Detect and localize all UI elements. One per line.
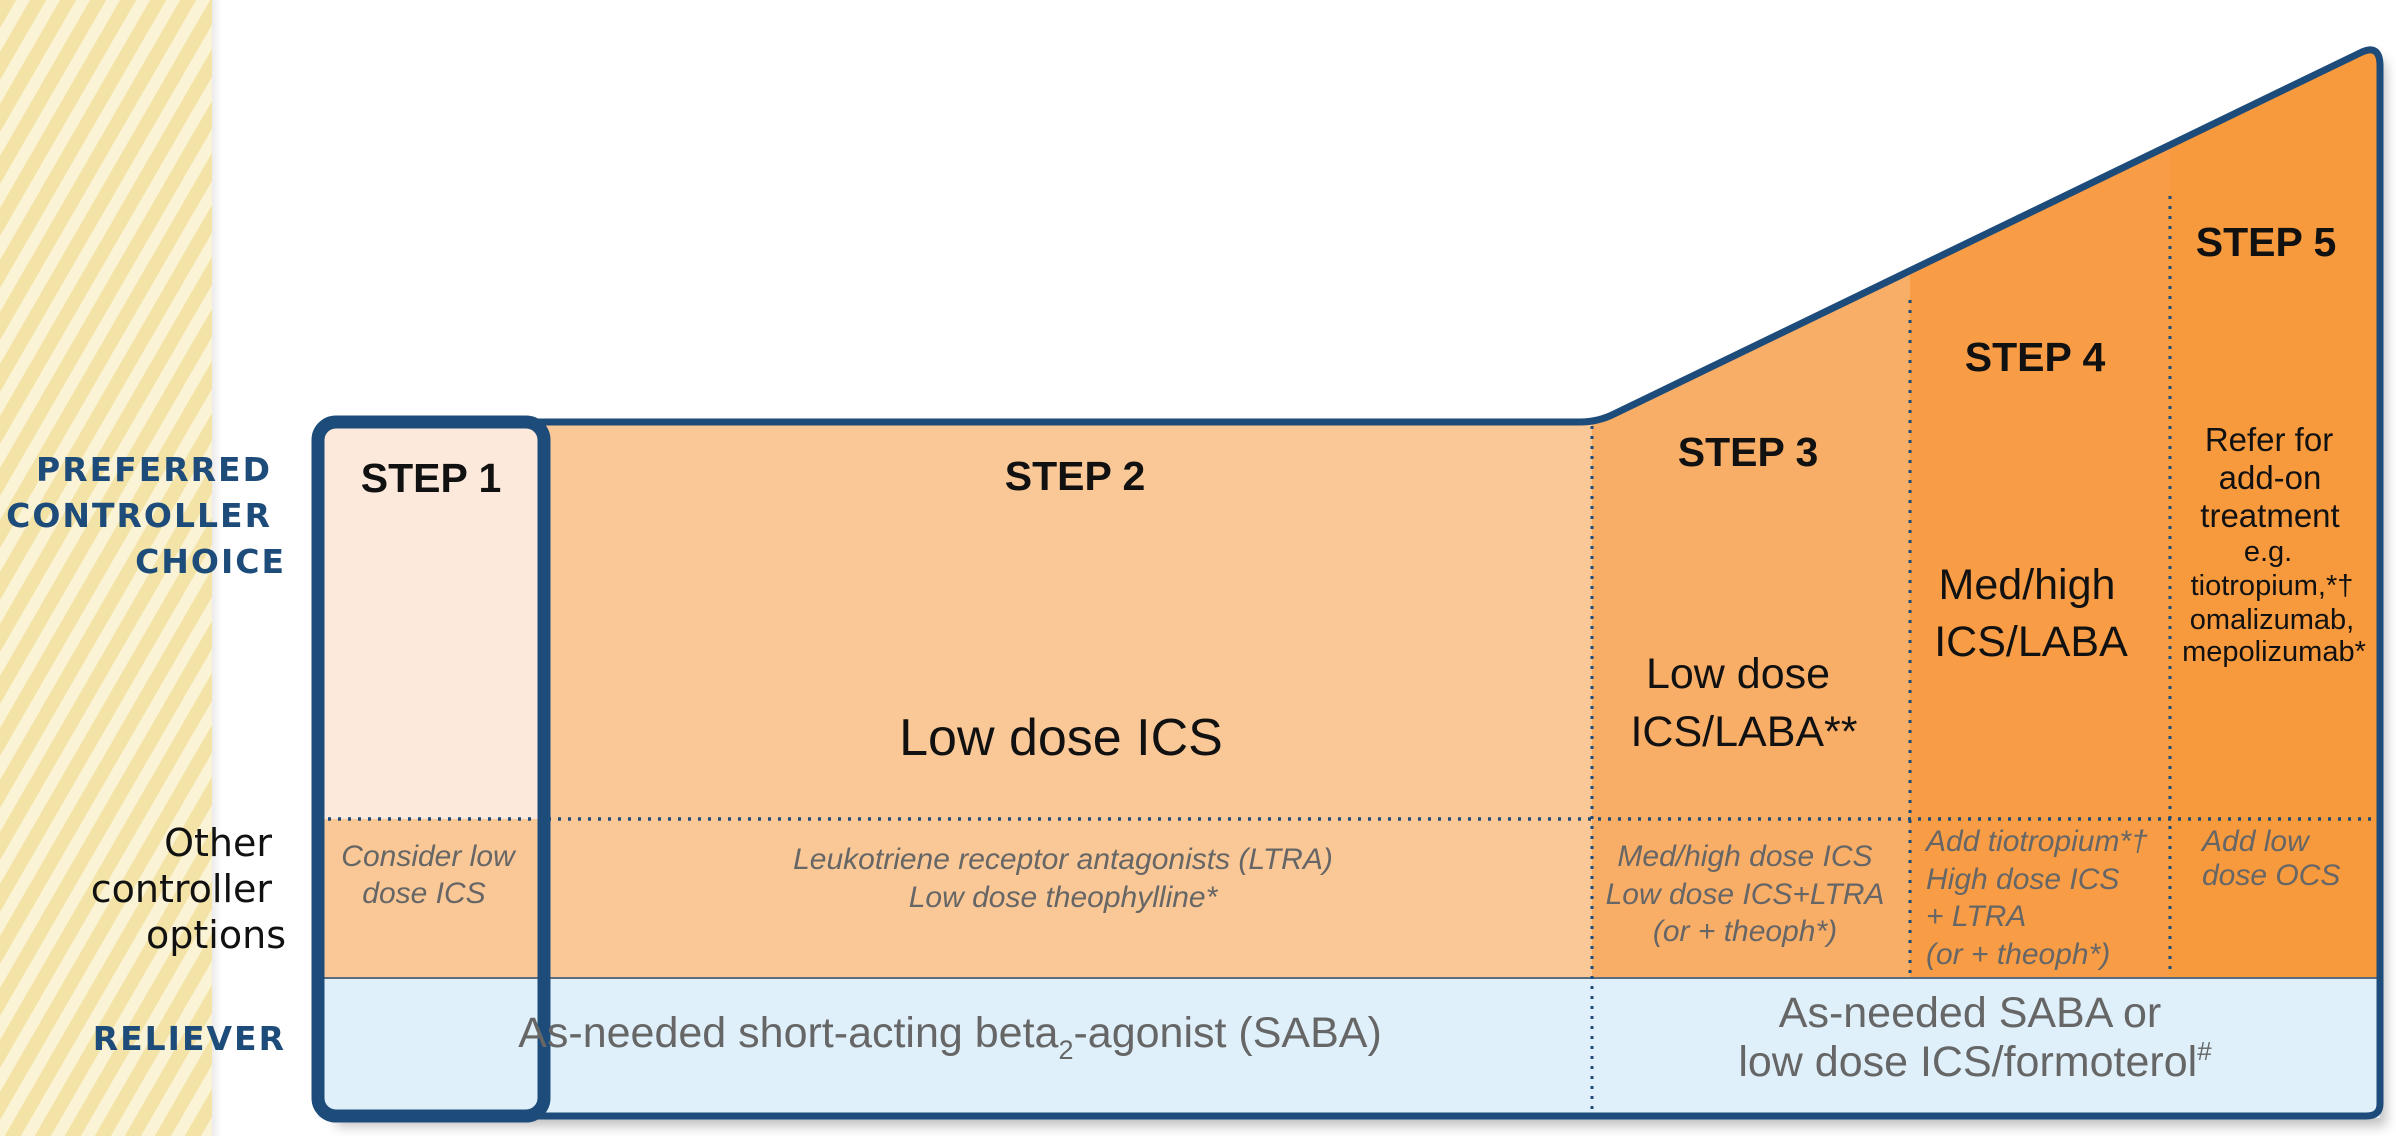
step4-other-line: High dose ICS: [1926, 863, 2119, 896]
reliever-left-bg: [318, 978, 1592, 1118]
step2-other-line: Leukotriene receptor antagonists (LTRA): [793, 843, 1333, 876]
step4-other-line: (or + theoph*): [1926, 938, 2110, 971]
step5-preferred-line: mepolizumab*: [2182, 636, 2366, 668]
reliever-right-line2-text: low dose ICS/formoterol: [1738, 1038, 2197, 1086]
reliever-right-bg: [1592, 978, 2380, 1118]
step1-title: STEP 1: [361, 455, 502, 501]
decorative-stripe-panel: [0, 0, 212, 1136]
step5-other-line: dose OCS: [2202, 859, 2340, 892]
reliever-right-superscript: #: [2197, 1036, 2212, 1066]
step5-preferred-line: omalizumab,: [2190, 604, 2354, 636]
step3-other-line: (or + theoph*): [1653, 915, 1837, 948]
row-label-preferred-line: CONTROLLER: [6, 496, 272, 535]
row-label-preferred-line: PREFERRED: [36, 450, 272, 489]
row-label-reliever-text: RELIEVER: [92, 1019, 286, 1058]
row-label-other-line: controller: [90, 867, 272, 911]
step2-title: STEP 2: [1005, 453, 1146, 499]
step4-other-line: + LTRA: [1926, 900, 2026, 933]
step1-preferred-cell: [318, 425, 544, 819]
step2-preferred-text: Low dose ICS: [899, 709, 1223, 767]
row-label-preferred: PREFERRED CONTROLLER CHOICE: [6, 447, 286, 585]
reliever-left-text: As-needed short-acting beta2-agonist (SA…: [518, 1009, 1382, 1065]
step1-other-line: Consider low: [341, 840, 517, 873]
reliever-left-subscript: 2: [1058, 1035, 1073, 1065]
step1-other-cell: [318, 819, 544, 978]
step4-cell: [1910, 146, 2170, 978]
step3-other-line: Low dose ICS+LTRA: [1606, 878, 1885, 911]
panel-shadow: [212, 0, 222, 1136]
step5-title: STEP 5: [2196, 219, 2337, 265]
step4-preferred-line: ICS/LABA: [1934, 618, 2128, 666]
step3-preferred-line: Low dose: [1646, 650, 1830, 698]
step5-cell: [2170, 49, 2380, 979]
step4-preferred-line: Med/high: [1939, 561, 2116, 609]
step1-other-line: dose ICS: [362, 877, 485, 910]
step3-other-line: Med/high dose ICS: [1617, 840, 1872, 873]
step3-cell: [1592, 271, 1910, 978]
step4-title: STEP 4: [1965, 334, 2106, 380]
step1-highlight-frame: [311, 415, 551, 1123]
reliever-right-line1: As-needed SABA or: [1779, 989, 2161, 1037]
step5-preferred-line: e.g.: [2244, 536, 2292, 568]
staircase-outline: [330, 46, 2384, 1120]
step2-other-line: Low dose theophylline*: [909, 881, 1219, 914]
step5-preferred-line: treatment: [2200, 497, 2339, 534]
step4-other-line: Add tiotropium*†: [1924, 825, 2148, 858]
step5-preferred-line: add-on: [2219, 459, 2322, 496]
step5-other-line: Add low: [2200, 825, 2311, 858]
reliever-left-suffix: -agonist (SABA): [1073, 1009, 1381, 1057]
step3-title: STEP 3: [1678, 429, 1819, 475]
row-label-other-line: options: [146, 913, 286, 957]
step3-preferred-line: ICS/LABA**: [1630, 708, 1857, 756]
reliever-right-line2: low dose ICS/formoterol#: [1738, 1036, 2212, 1086]
row-label-preferred-line: CHOICE: [135, 542, 286, 581]
row-label-reliever: RELIEVER: [93, 1016, 286, 1062]
row-label-other: Other controller options: [91, 820, 286, 958]
step5-preferred-line: Refer for: [2205, 421, 2333, 458]
row-label-other-line: Other: [164, 821, 272, 865]
reliever-left-prefix: As-needed short-acting beta: [518, 1009, 1058, 1057]
step5-preferred-line: tiotropium,*†: [2191, 570, 2354, 602]
